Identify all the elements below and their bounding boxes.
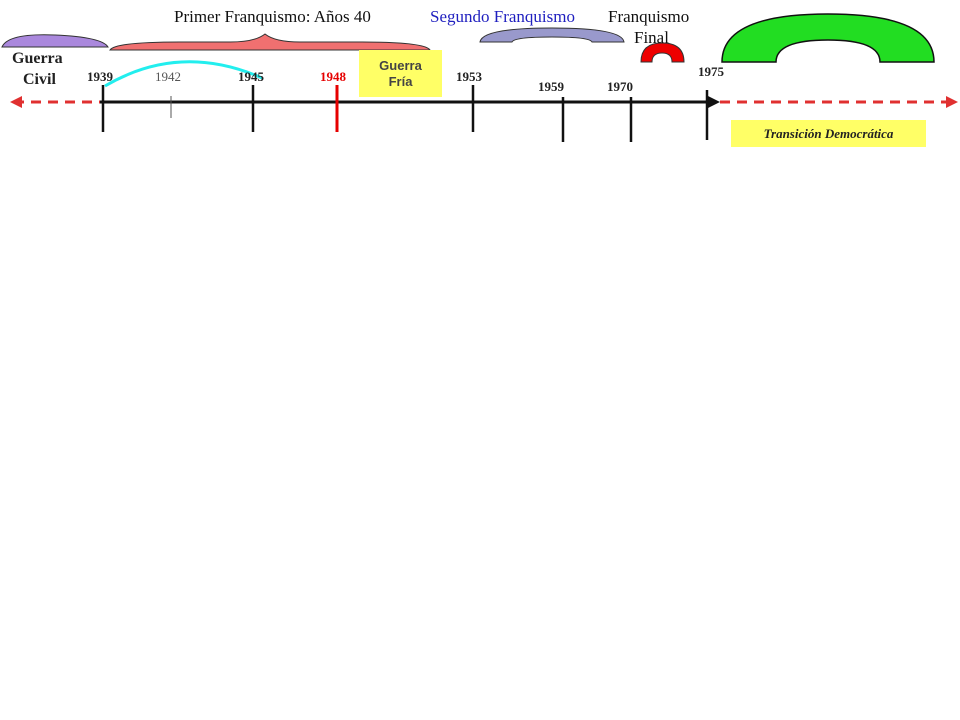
year-1942-label: 1942 xyxy=(155,69,181,84)
transicion-arch xyxy=(721,13,935,63)
year-1945-label: 1945 xyxy=(238,69,264,84)
segundo-franquismo-arch xyxy=(479,27,625,43)
year-1975-label: 1975 xyxy=(698,64,724,79)
transicion-label: Transición Democrática xyxy=(763,125,894,141)
guerra-fria-label-line1: Guerra xyxy=(379,57,422,73)
guerra-civil-label-line1: Guerra xyxy=(12,50,63,67)
year-1939-label: 1939 xyxy=(87,69,113,84)
dashed-future-arrowhead xyxy=(946,96,958,108)
ww2-arc xyxy=(104,60,263,88)
guerra-civil-arch xyxy=(1,34,109,48)
franquismo-final-label-line2: Final xyxy=(634,28,669,47)
year-1948-label: 1948 xyxy=(320,69,346,84)
dashed-past-arrowhead xyxy=(10,96,22,108)
guerra-fria-box: Guerra Fría xyxy=(359,50,442,97)
franquismo-final-arch xyxy=(640,42,685,63)
guerra-civil-label-line2: Civil xyxy=(23,71,56,88)
main-axis-arrowhead xyxy=(708,96,720,108)
franquismo-final-label-line1: Franquismo xyxy=(608,7,690,26)
primer-franquismo-label: Primer Franquismo: Años 40 xyxy=(174,7,371,26)
year-1970-label: 1970 xyxy=(607,79,633,94)
guerra-fria-label-line2: Fría xyxy=(388,73,413,89)
transicion-box: Transición Democrática xyxy=(731,120,926,147)
year-1953-label: 1953 xyxy=(456,69,482,84)
primer-franquismo-brace xyxy=(109,33,431,51)
segundo-franquismo-label: Segundo Franquismo xyxy=(430,7,575,26)
year-1959-label: 1959 xyxy=(538,79,564,94)
